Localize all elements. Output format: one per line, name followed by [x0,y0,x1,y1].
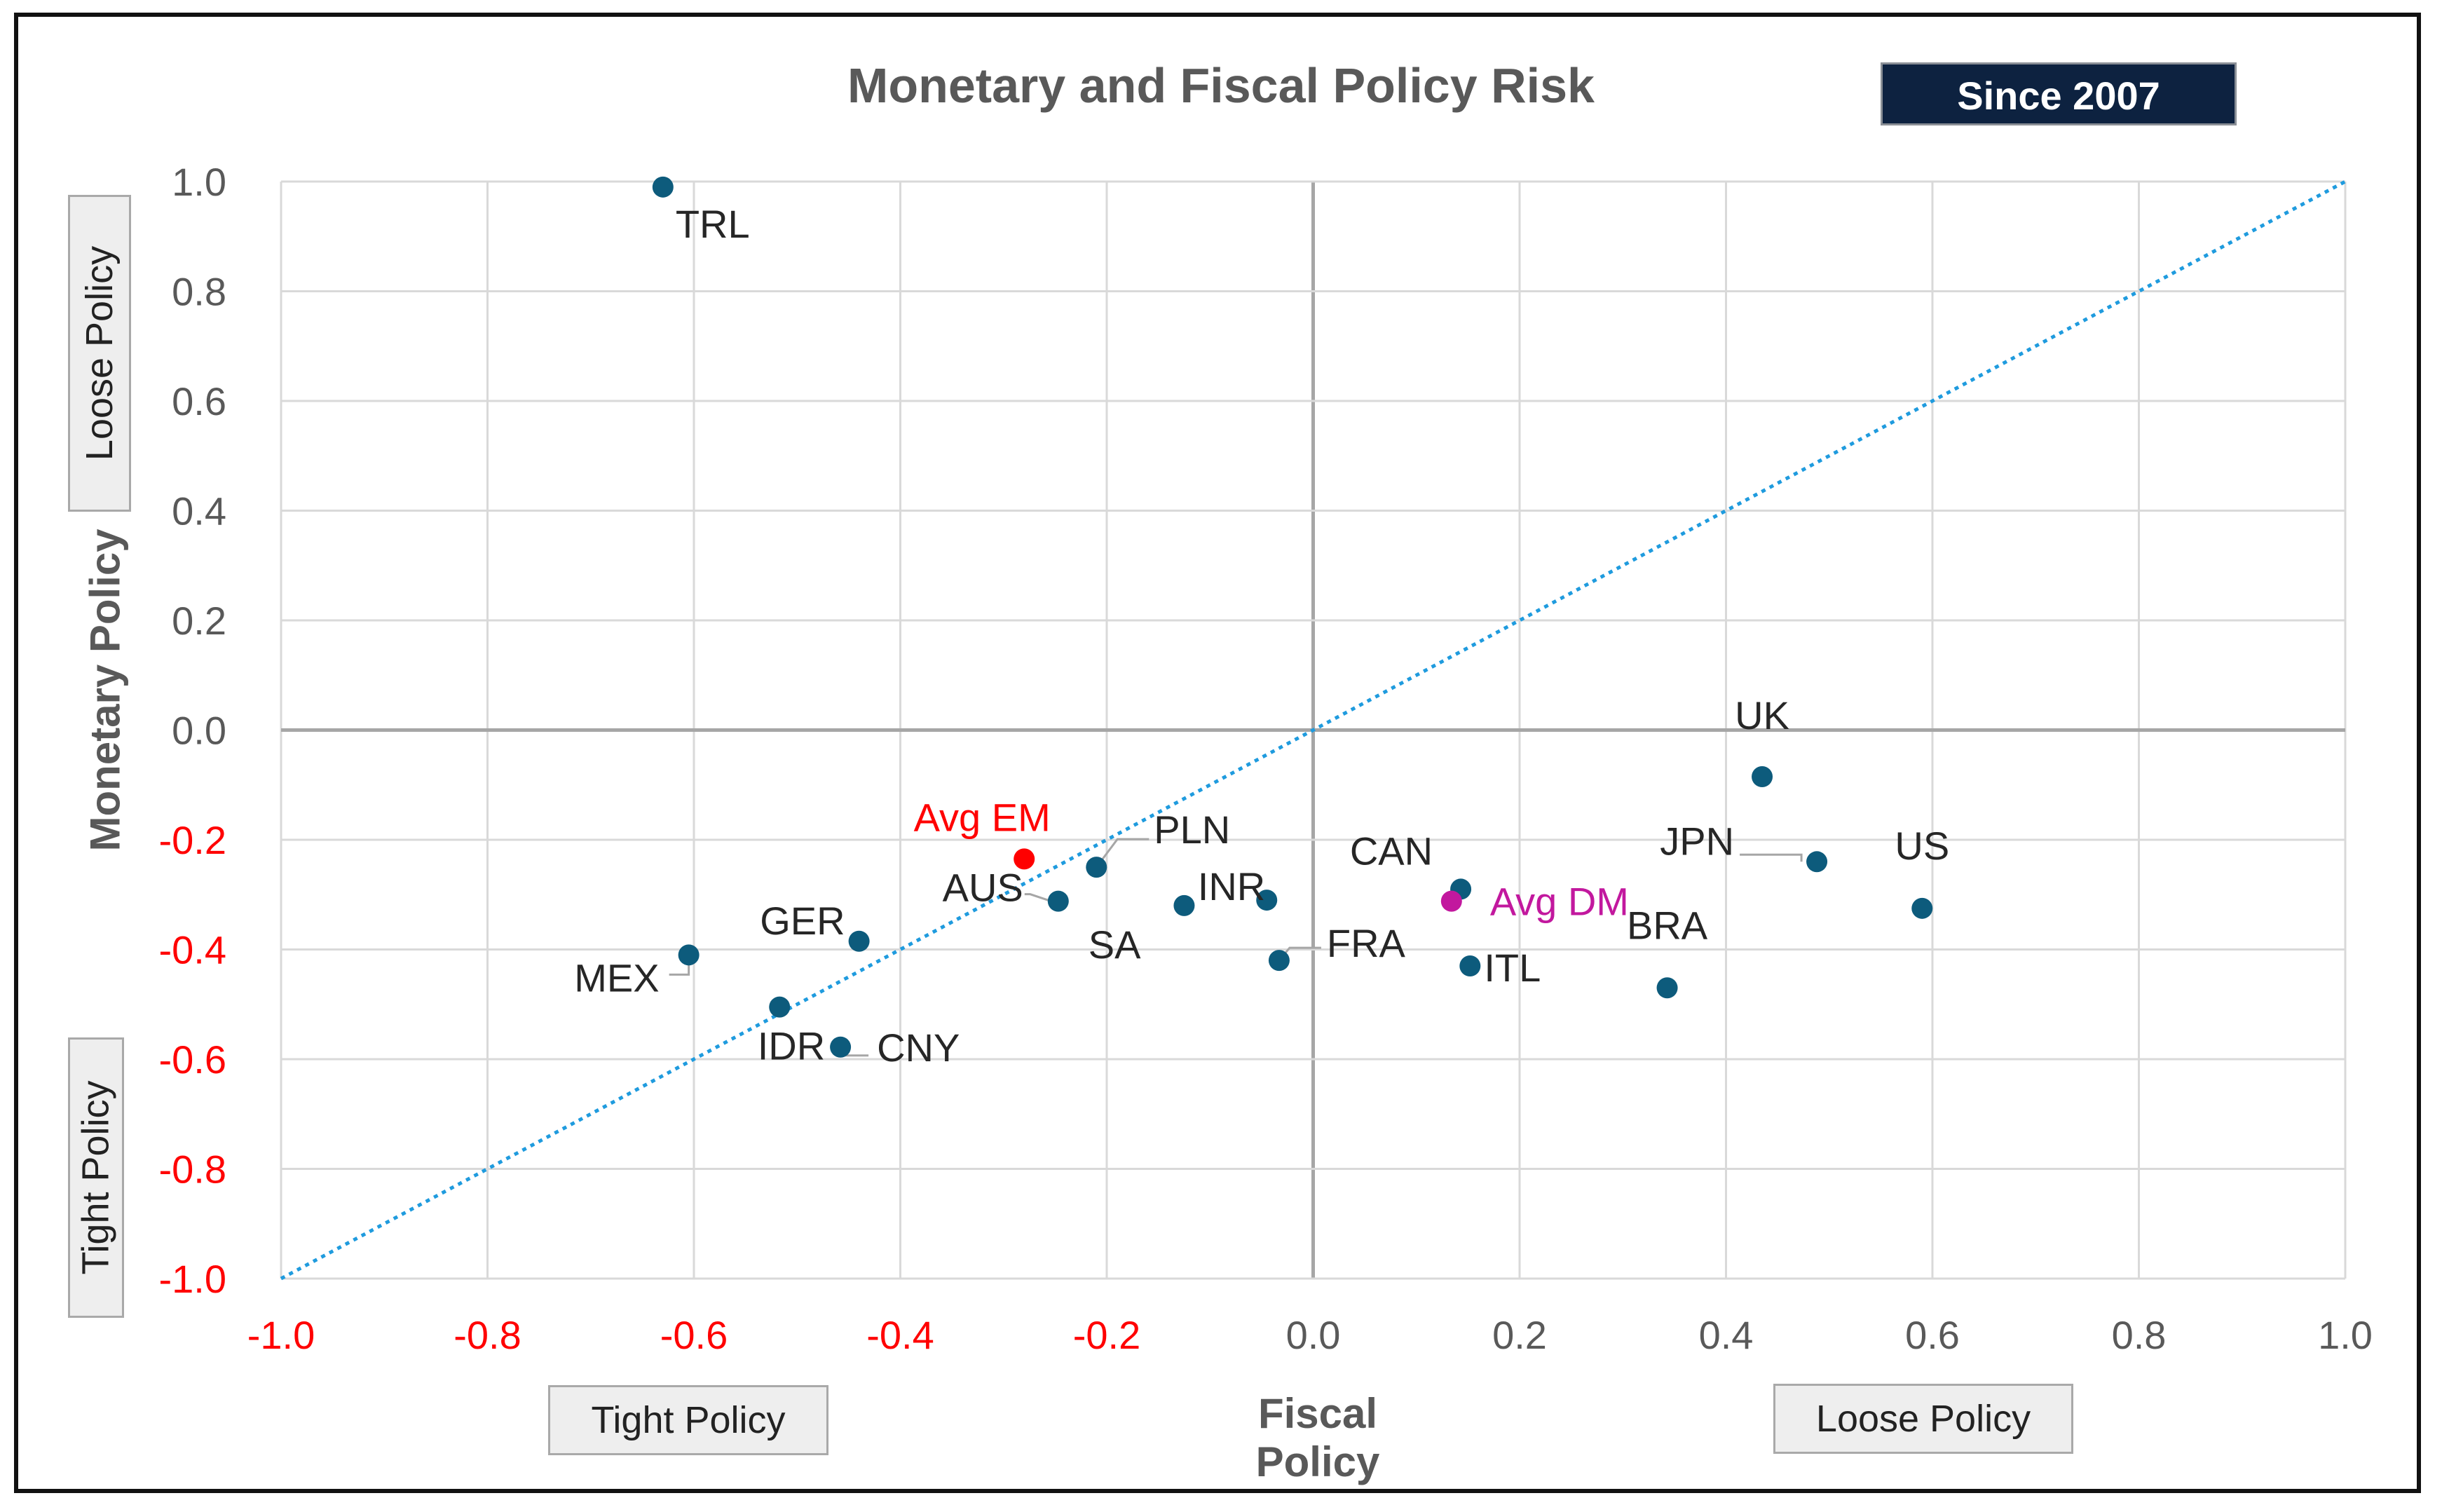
chart-title: Monetary and Fiscal Policy Risk [847,58,1595,113]
x-tick-label: -0.4 [866,1313,934,1357]
x-tight-policy-label: Tight Policy [591,1399,786,1441]
data-label: Avg DM [1490,880,1629,924]
data-label: TRL [676,202,750,246]
x-tick-label: -0.8 [453,1313,521,1357]
x-tick-label: 0.4 [1699,1313,1754,1357]
data-label: UK [1735,693,1789,737]
label-leader-line [1740,853,1803,862]
y-tick-label: -0.8 [159,1147,227,1192]
y-tick-label: 0.6 [172,379,226,423]
data-point [652,176,674,198]
data-point [830,1036,852,1058]
y-tick-label: -1.0 [159,1257,227,1301]
data-label: AUS [943,866,1023,910]
x-tick-label: 0.2 [1492,1313,1547,1357]
data-label: CNY [877,1026,960,1070]
reference-line-45deg [280,179,2347,1281]
chart-frame [14,13,2421,1493]
y-tick-label: 0.4 [172,489,226,533]
x-tick-label: -0.2 [1073,1313,1141,1357]
data-point [1256,890,1278,911]
x-tick-label: 0.8 [2112,1313,2167,1357]
since-badge: Since 2007 [1881,62,2237,125]
data-point [1752,766,1773,788]
x-tight-policy-box: Tight Policy [548,1385,828,1455]
data-label: JPN [1660,819,1734,863]
data-point [1268,950,1290,972]
data-label: MEX [574,955,659,1000]
label-leader-line [1096,838,1150,869]
x-tick-label: -0.6 [660,1313,728,1357]
x-loose-policy-label: Loose Policy [1815,1398,2031,1440]
y-tick-label: -0.6 [159,1037,227,1082]
data-label: CAN [1350,829,1433,873]
data-point [1047,890,1069,912]
y-tick-label: 0.0 [172,709,226,753]
data-point [1440,890,1462,912]
data-point [1806,851,1828,873]
data-point [769,996,791,1018]
y-tick-label: -0.4 [159,928,227,972]
data-label: INR [1198,864,1265,908]
data-point [1086,857,1107,878]
data-label: FRA [1327,921,1406,965]
data-point [1459,955,1481,976]
data-label: ITL [1484,946,1541,990]
y-tick-label: -0.2 [159,818,227,862]
data-label: IDR [758,1024,825,1068]
data-label: PLN [1154,808,1230,852]
data-label: SA [1089,922,1141,967]
data-label: GER [760,899,845,943]
data-point [1911,897,1933,919]
y-tight-policy-box: Tight Policy [68,1037,124,1318]
data-point [1173,894,1195,916]
y-tick-label: 1.0 [172,160,226,204]
x-axis-title: Fiscal Policy [1255,1390,1380,1485]
data-label: Avg EM [914,795,1051,839]
x-tick-label: -1.0 [247,1313,315,1357]
y-loose-policy-box: Loose Policy [68,195,131,512]
x-tick-label: 0.6 [1905,1313,1960,1357]
data-point [848,930,870,952]
label-leader-line [1024,893,1052,903]
x-tick-label: 0.0 [1286,1313,1341,1357]
y-tick-label: 0.8 [172,270,226,314]
data-point [1656,977,1678,999]
y-tick-label: 0.2 [172,599,226,643]
data-point [678,944,700,966]
data-label: US [1895,824,1949,868]
x-tick-label: 1.0 [2318,1313,2373,1357]
data-point [1014,848,1035,870]
x-loose-policy-box: Loose Policy [1773,1384,2073,1454]
data-label: BRA [1627,903,1708,947]
